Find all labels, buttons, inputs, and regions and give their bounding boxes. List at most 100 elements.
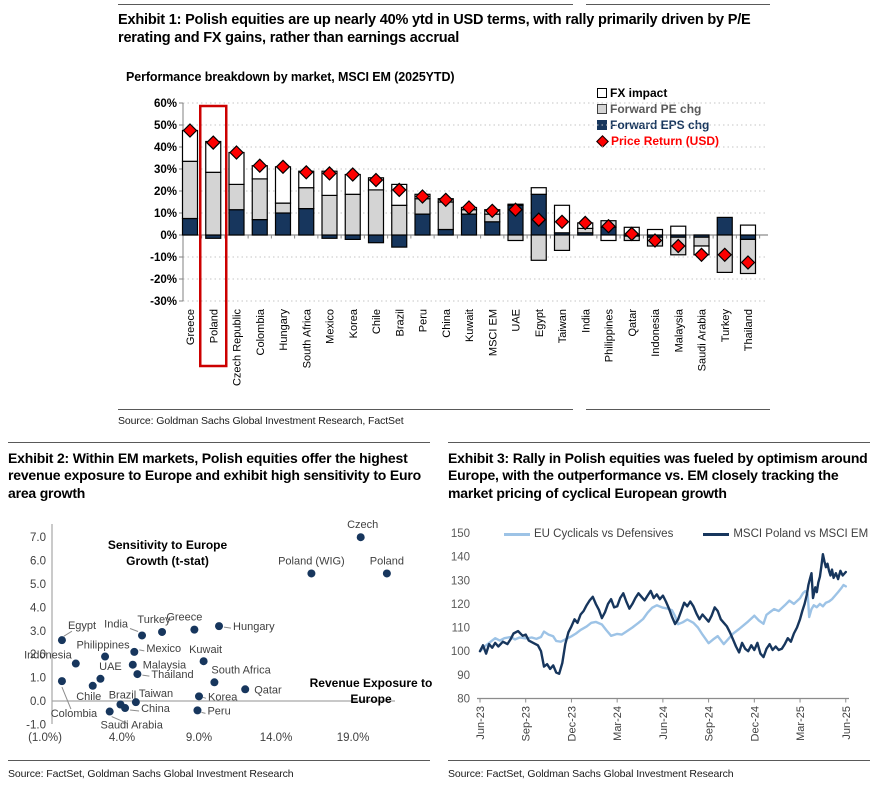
x-axis-category-label: Mexico <box>325 309 337 344</box>
price-return-diamond-greece <box>182 123 198 138</box>
y-axis-tick-label: 0% <box>160 230 177 242</box>
scatter-point-label: China <box>141 703 171 715</box>
x-axis-tick-label: Mar-24 <box>612 706 624 741</box>
x-axis-category-label: MSCI EM <box>487 309 499 356</box>
price-return-diamond-china <box>438 192 454 208</box>
ex2-top-rule <box>8 442 430 443</box>
x-axis-category-label: Peru <box>418 309 430 332</box>
legend-label: Forward EPS chg <box>610 118 710 132</box>
scatter-point-czech <box>356 533 365 542</box>
exhibit2-source: Source: FactSet, Goldman Sachs Global In… <box>8 768 294 780</box>
y-axis-tick-label: 40% <box>154 142 177 154</box>
scatter-point-chile <box>88 681 97 690</box>
scatter-point-korea <box>195 692 203 701</box>
bar-segment-pe-chile <box>367 189 385 236</box>
scatter-point-malaysia <box>128 660 137 669</box>
bar-segment-pe-taiwan <box>553 234 571 251</box>
exhibit2-title: Exhibit 2: Within EM markets, Polish equ… <box>8 450 421 501</box>
label-leader-line <box>202 696 207 699</box>
scatter-point-greece <box>190 625 199 634</box>
scatter-point-thailand <box>133 670 142 679</box>
y-axis-tick-label: -1.0 <box>26 719 46 731</box>
top-rule-right <box>586 4 770 5</box>
bar-segment-pe-korea <box>344 193 361 236</box>
x-axis-category-label: Greece <box>185 309 197 345</box>
y-axis-tick-label: 10% <box>154 208 177 220</box>
bar-segment-pe-czech-republic <box>228 183 245 211</box>
x-axis-tick-label: Sep-23 <box>521 706 533 741</box>
price-return-diamond-indonesia <box>647 233 663 248</box>
bar-segment-eps-hungary <box>274 212 292 236</box>
scatter-point-label: Poland (WIG) <box>278 555 345 567</box>
legend-item-eu-cyclicals: EU Cyclicals vs Defensives <box>504 528 673 540</box>
x-axis-category-label: Colombia <box>255 308 267 355</box>
legend-label: MSCI Poland vs MSCI EM <box>733 528 869 540</box>
y-axis-tick-label: 80 <box>457 694 470 706</box>
scatter-point-label: Thailand <box>151 669 193 681</box>
series-line-msci-poland-vs-msci-em <box>478 553 847 675</box>
y-axis-tick-label: 3.0 <box>30 626 46 638</box>
exhibit1-source: Source: Goldman Sachs Global Investment … <box>118 415 404 427</box>
ex1-source-rule-left <box>118 409 573 410</box>
scatter-point-label: Philippines <box>76 640 130 652</box>
scatter-point-label: Korea <box>208 691 238 703</box>
bar-segment-pe-poland <box>205 171 222 236</box>
scatter-point-label: Qatar <box>254 684 282 696</box>
scatter-point-label: Mexico <box>146 643 181 655</box>
series-line-eu-cyclicals-vs-defensives <box>478 583 847 653</box>
scatter-point-egypt <box>57 636 66 645</box>
x-axis-tick-label: 14.0% <box>260 732 293 744</box>
legend-label: Price Return (USD) <box>611 134 720 148</box>
scatter-point-label: Poland <box>370 555 404 567</box>
label-leader-line <box>130 709 140 712</box>
exhibit1-legend: FX impact Forward PE chg Forward EPS chg… <box>596 85 720 149</box>
scatter-point-hungary <box>215 622 224 631</box>
x-axis-tick-label: Dec-23 <box>566 706 578 741</box>
bar-segment-eps-greece <box>181 217 199 236</box>
scatter-point-colombia <box>57 677 66 686</box>
scatter-point-label: Colombia <box>51 708 98 720</box>
scatter-point-saudi-arabia <box>105 707 114 716</box>
bar-segment-fx-egypt <box>530 187 547 195</box>
bar-segment-eps-kuwait <box>460 213 478 236</box>
bar-segment-eps-korea <box>344 234 361 241</box>
x-axis-category-label: South Africa <box>301 308 313 368</box>
x-axis-tick-label: Dec-24 <box>749 706 761 741</box>
x-axis-tick-label: 19.0% <box>337 732 370 744</box>
price-return-diamond-india <box>577 215 593 231</box>
scatter-point-label: Turkey <box>137 614 171 626</box>
exhibit3-source: Source: FactSet, Goldman Sachs Global In… <box>448 768 734 780</box>
price-return-diamond-kuwait <box>461 200 477 215</box>
y-axis-tick-label: 100 <box>451 646 470 658</box>
x-axis-category-label: Egypt <box>534 309 546 337</box>
legend-item-forward-pe: Forward PE chg <box>597 101 719 117</box>
bar-segment-pe-greece <box>181 160 199 220</box>
exhibit1-chart-title: Performance breakdown by market, MSCI EM… <box>126 70 455 84</box>
scatter-point-peru <box>193 706 202 715</box>
y-axis-tick-label: 30% <box>154 164 177 176</box>
bar-segment-pe-egypt <box>530 234 547 261</box>
x-axis-category-label: Poland <box>208 309 220 343</box>
ex3-bottom-rule <box>448 760 870 761</box>
y-axis-tick-label: 2.0 <box>30 649 46 661</box>
scatter-point-label: Chile <box>76 691 101 703</box>
y-axis-tick-label: 5.0 <box>30 579 46 591</box>
scatter-point-label: UAE <box>99 661 122 673</box>
scatter-point-label: Brazil <box>109 690 137 702</box>
bar-segment-eps-brazil <box>391 234 408 248</box>
y-axis-tick-label: 1.0 <box>30 673 46 685</box>
x-axis-tick-label: 9.0% <box>186 732 212 744</box>
y-axis-tick-label: 20% <box>154 186 177 198</box>
eu-cyclicals-line-swatch-icon <box>504 532 530 536</box>
ex3-top-rule <box>448 442 870 443</box>
msci-poland-line-swatch-icon <box>703 532 730 536</box>
label-leader-line <box>61 686 72 710</box>
poland-highlight-box <box>199 104 228 368</box>
bar-segment-pe-colombia <box>251 178 268 221</box>
x-axis-category-label: Saudi Arabia <box>697 308 709 371</box>
legend-item-msci-poland: MSCI Poland vs MSCI EM <box>703 528 868 540</box>
y-axis-tick-label: 150 <box>451 528 470 540</box>
x-axis-category-label: Hungary <box>278 309 290 351</box>
price-return-diamond-korea <box>345 167 361 182</box>
